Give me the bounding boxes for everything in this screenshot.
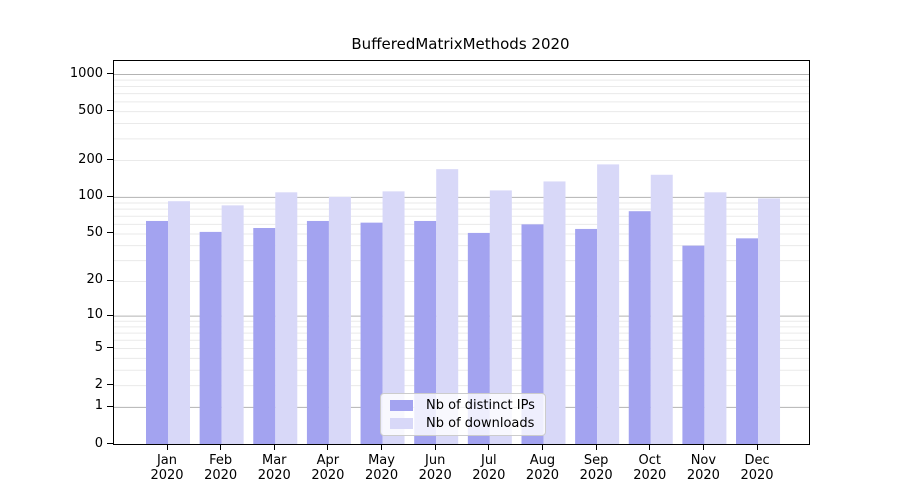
- x-tick-label-feb: Feb 2020: [204, 453, 238, 483]
- y-tick-label-100: 100: [78, 188, 103, 204]
- y-tick-mark: [107, 384, 113, 386]
- legend-label-distinct-ips: Nb of distinct IPs: [426, 398, 535, 414]
- legend-swatch-downloads: [390, 417, 413, 429]
- y-tick-label-5: 5: [94, 339, 103, 355]
- legend-item-downloads: Nb of downloads: [390, 416, 536, 431]
- bar-distinct-ips-aug: [521, 224, 544, 444]
- y-tick-label-500: 500: [78, 102, 103, 118]
- bar-downloads-dec: [758, 198, 781, 444]
- legend-label-downloads: Nb of downloads: [426, 415, 535, 431]
- legend-swatch-ips: [390, 400, 413, 412]
- bar-distinct-ips-may: [360, 222, 383, 444]
- x-tick-mark: [488, 444, 490, 450]
- bar-distinct-ips-jun: [414, 220, 437, 444]
- x-tick-label-jul: Jul 2020: [472, 453, 506, 483]
- bar-downloads-jul: [489, 190, 512, 444]
- x-tick-mark: [649, 444, 651, 450]
- bar-distinct-ips-jan: [146, 220, 168, 444]
- legend-item-distinct-ips: Nb of distinct IPs: [390, 398, 536, 413]
- bar-downloads-apr: [328, 196, 351, 444]
- plot-canvas: [114, 74, 809, 444]
- y-tick-label-0: 0: [94, 435, 103, 451]
- bar-downloads-feb: [221, 205, 244, 444]
- bar-downloads-mar: [275, 192, 298, 444]
- bar-distinct-ips-feb: [199, 231, 222, 444]
- x-tick-mark: [166, 444, 168, 450]
- x-tick-label-aug: Aug 2020: [525, 453, 560, 483]
- x-tick-label-nov: Nov 2020: [686, 453, 720, 483]
- x-tick-label-oct: Oct 2020: [633, 453, 667, 483]
- y-tick-mark: [107, 159, 113, 161]
- legend: Nb of distinct IPs Nb of downloads: [380, 393, 546, 436]
- x-tick-mark: [220, 444, 222, 450]
- x-tick-mark: [434, 444, 436, 450]
- chart-title: BufferedMatrixMethods 2020: [351, 35, 570, 53]
- y-tick-label-50: 50: [86, 224, 103, 240]
- y-tick-label-10: 10: [86, 307, 103, 323]
- bar-downloads-may: [382, 191, 405, 444]
- bar-distinct-ips-nov: [682, 245, 705, 444]
- x-tick-mark: [327, 444, 329, 450]
- x-tick-mark: [381, 444, 383, 450]
- x-tick-mark: [273, 444, 275, 450]
- x-tick-mark: [595, 444, 597, 450]
- bar-distinct-ips-oct: [628, 211, 651, 444]
- bar-distinct-ips-sep: [575, 228, 598, 444]
- y-tick-mark: [107, 73, 113, 75]
- y-tick-mark: [107, 279, 113, 281]
- x-tick-mark: [702, 444, 704, 450]
- plot-area: [113, 60, 810, 445]
- x-tick-label-dec: Dec 2020: [740, 453, 774, 483]
- y-tick-label-1000: 1000: [69, 65, 103, 81]
- bar-distinct-ips-jul: [467, 232, 490, 444]
- bar-downloads-jun: [436, 169, 459, 444]
- x-tick-label-jun: Jun 2020: [418, 453, 452, 483]
- bar-downloads-sep: [597, 164, 620, 444]
- bar-downloads-nov: [704, 192, 727, 444]
- y-tick-mark: [107, 347, 113, 349]
- x-tick-label-sep: Sep 2020: [579, 453, 613, 483]
- y-tick-mark: [107, 195, 113, 197]
- bar-distinct-ips-apr: [306, 220, 329, 444]
- x-tick-label-may: May 2020: [365, 453, 399, 483]
- bar-downloads-aug: [543, 181, 566, 444]
- bar-distinct-ips-dec: [736, 238, 759, 444]
- y-tick-label-200: 200: [78, 151, 103, 167]
- y-tick-label-1: 1: [94, 398, 103, 414]
- bar-downloads-jan: [168, 201, 190, 444]
- y-tick-mark: [107, 314, 113, 316]
- bar-downloads-oct: [650, 174, 673, 444]
- y-tick-label-2: 2: [94, 376, 103, 392]
- bar-distinct-ips-mar: [253, 228, 276, 444]
- x-tick-mark: [541, 444, 543, 450]
- x-tick-mark: [756, 444, 758, 450]
- x-tick-label-apr: Apr 2020: [311, 453, 345, 483]
- y-tick-mark: [107, 232, 113, 234]
- x-tick-label-mar: Mar 2020: [257, 453, 291, 483]
- y-tick-mark: [107, 443, 113, 444]
- y-tick-mark: [107, 110, 113, 112]
- x-tick-label-jan: Jan 2020: [150, 453, 184, 483]
- y-tick-mark: [107, 405, 113, 407]
- y-tick-label-20: 20: [86, 272, 103, 288]
